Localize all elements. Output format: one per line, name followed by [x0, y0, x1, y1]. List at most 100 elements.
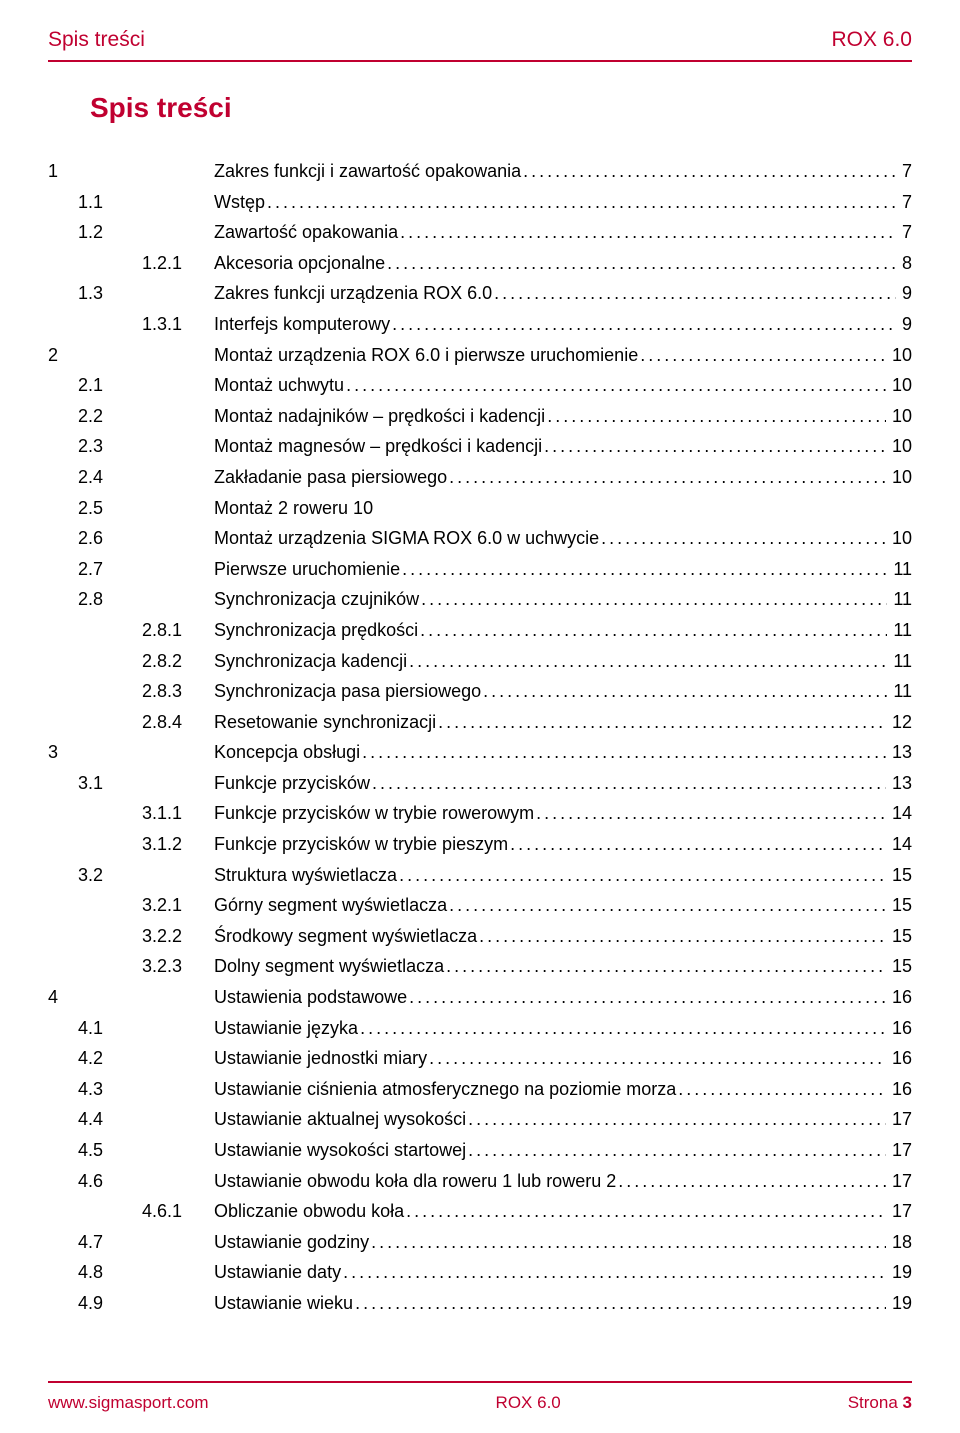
toc-page: 7 — [896, 217, 912, 248]
toc-leader-dots: ........................................… — [370, 768, 886, 799]
toc-label: Zawartość opakowania — [214, 217, 398, 248]
toc-num-level2: 4.7 — [78, 1227, 142, 1258]
toc-num-level2: 1.1 — [78, 187, 142, 218]
toc-leader-dots: ........................................… — [521, 156, 896, 187]
toc-num-level3: 3.1.2 — [142, 829, 214, 860]
toc-label: Ustawianie wysokości startowej — [214, 1135, 466, 1166]
toc-label: Ustawianie ciśnienia atmosferycznego na … — [214, 1074, 676, 1105]
toc-num-level3: 2.8.3 — [142, 676, 214, 707]
toc-leader-dots: ........................................… — [400, 554, 887, 585]
toc-page: 15 — [886, 860, 912, 891]
toc-num-level3: 2.8.2 — [142, 646, 214, 677]
toc-row: 2.8.3Synchronizacja pasa piersiowego....… — [48, 676, 912, 707]
toc-page: 17 — [886, 1196, 912, 1227]
divider-top — [48, 60, 912, 62]
toc-row: 4.7Ustawianie godziny...................… — [48, 1227, 912, 1258]
toc-page: 19 — [886, 1288, 912, 1319]
toc-num-level3: 4.6.1 — [142, 1196, 214, 1227]
toc-label: Montaż uchwytu — [214, 370, 344, 401]
toc-num-level2: 4.8 — [78, 1257, 142, 1288]
toc-leader-dots: ........................................… — [407, 982, 886, 1013]
toc-num-level2: 3.1 — [78, 768, 142, 799]
toc-label: Montaż 2 roweru 10 — [214, 493, 373, 524]
toc-leader-dots: ........................................… — [353, 1288, 886, 1319]
footer-center: ROX 6.0 — [496, 1393, 561, 1413]
toc-num-level2: 4.4 — [78, 1104, 142, 1135]
toc-num-level3: 1.3.1 — [142, 309, 214, 340]
toc-row: 2.8Synchronizacja czujników.............… — [48, 584, 912, 615]
toc-num-level2: 1.3 — [78, 278, 142, 309]
table-of-contents: 1Zakres funkcji i zawartość opakowania..… — [48, 156, 912, 1357]
toc-page: 10 — [886, 431, 912, 462]
toc-row: 2.8.1Synchronizacja prędkości...........… — [48, 615, 912, 646]
toc-page: 14 — [886, 829, 912, 860]
toc-label: Montaż magnesów – prędkości i kadencji — [214, 431, 542, 462]
toc-label: Ustawianie aktualnej wysokości — [214, 1104, 466, 1135]
toc-page: 11 — [887, 554, 912, 585]
toc-label: Interfejs komputerowy — [214, 309, 390, 340]
toc-page: 19 — [886, 1257, 912, 1288]
toc-leader-dots: ........................................… — [466, 1135, 886, 1166]
divider-bottom — [48, 1381, 912, 1383]
toc-row: 4Ustawienia podstawowe..................… — [48, 982, 912, 1013]
toc-num-level2: 2.2 — [78, 401, 142, 432]
toc-label: Funkcje przycisków w trybie rowerowym — [214, 798, 534, 829]
toc-leader-dots: ........................................… — [447, 462, 886, 493]
toc-page: 10 — [886, 370, 912, 401]
toc-page: 10 — [886, 462, 912, 493]
toc-row: 3.1 Funkcje przycisków...................… — [48, 768, 912, 799]
toc-leader-dots: ........................................… — [360, 737, 886, 768]
toc-row: 2.7Pierwsze uruchomienie................… — [48, 554, 912, 585]
toc-leader-dots: ........................................… — [638, 340, 886, 371]
toc-leader-dots: ........................................… — [369, 1227, 886, 1258]
toc-row: 2.1Montaż uchwytu.......................… — [48, 370, 912, 401]
toc-page: 18 — [886, 1227, 912, 1258]
toc-label: Funkcje przycisków — [214, 768, 370, 799]
toc-row: 4.1Ustawianie języka....................… — [48, 1013, 912, 1044]
toc-num-level3: 3.2.2 — [142, 921, 214, 952]
toc-label: Środkowy segment wyświetlacza — [214, 921, 477, 952]
toc-num-level3: 2.8.1 — [142, 615, 214, 646]
toc-page: 17 — [886, 1135, 912, 1166]
toc-leader-dots: ........................................… — [676, 1074, 886, 1105]
toc-label: Synchronizacja kadencji — [214, 646, 407, 677]
header-right: ROX 6.0 — [831, 28, 912, 52]
toc-page: 10 — [886, 401, 912, 432]
toc-row: 4.3Ustawianie ciśnienia atmosferycznego … — [48, 1074, 912, 1105]
toc-page: 16 — [886, 1043, 912, 1074]
toc-page: 10 — [886, 523, 912, 554]
toc-num-level2: 3.2 — [78, 860, 142, 891]
toc-leader-dots: ........................................… — [407, 646, 887, 677]
toc-label: Ustawianie wieku — [214, 1288, 353, 1319]
toc-row: 2.4Zakładanie pasa piersiowego..........… — [48, 462, 912, 493]
toc-row: 3.2.1Górny segment wyświetlacza.........… — [48, 890, 912, 921]
header-left: Spis treści — [48, 28, 145, 52]
page-title: Spis treści — [90, 92, 912, 124]
toc-leader-dots: ........................................… — [341, 1257, 886, 1288]
toc-num-level2: 2.8 — [78, 584, 142, 615]
toc-page: 11 — [887, 615, 912, 646]
toc-label: Koncepcja obsługi — [214, 737, 360, 768]
toc-leader-dots: ........................................… — [447, 890, 886, 921]
toc-label: Synchronizacja czujników — [214, 584, 419, 615]
toc-num-level1: 3 — [48, 737, 78, 768]
toc-leader-dots: ........................................… — [542, 431, 886, 462]
toc-row: 2.2Montaż nadajników – prędkości i kaden… — [48, 401, 912, 432]
toc-num-level3: 1.2.1 — [142, 248, 214, 279]
toc-label: Ustawianie obwodu koła dla roweru 1 lub … — [214, 1166, 616, 1197]
toc-page: 12 — [886, 707, 912, 738]
toc-label: Montaż urządzenia ROX 6.0 i pierwsze uru… — [214, 340, 638, 371]
toc-row: 1.3.1Interfejs komputerowy..............… — [48, 309, 912, 340]
toc-row: 3.2Struktura wyświetlacza...............… — [48, 860, 912, 891]
footer-url: www.sigmasport.com — [48, 1393, 209, 1413]
toc-num-level2: 2.4 — [78, 462, 142, 493]
toc-num-level2: 4.2 — [78, 1043, 142, 1074]
toc-label: Ustawianie jednostki miary — [214, 1043, 427, 1074]
toc-leader-dots: ........................................… — [398, 217, 896, 248]
toc-num-level1: 1 — [48, 156, 78, 187]
toc-label: Ustawianie języka — [214, 1013, 358, 1044]
footer-page: Strona 3 — [848, 1393, 912, 1413]
toc-leader-dots: ........................................… — [385, 248, 896, 279]
toc-leader-dots: ........................................… — [390, 309, 896, 340]
toc-row: 2.3Montaż magnesów – prędkości i kadencj… — [48, 431, 912, 462]
